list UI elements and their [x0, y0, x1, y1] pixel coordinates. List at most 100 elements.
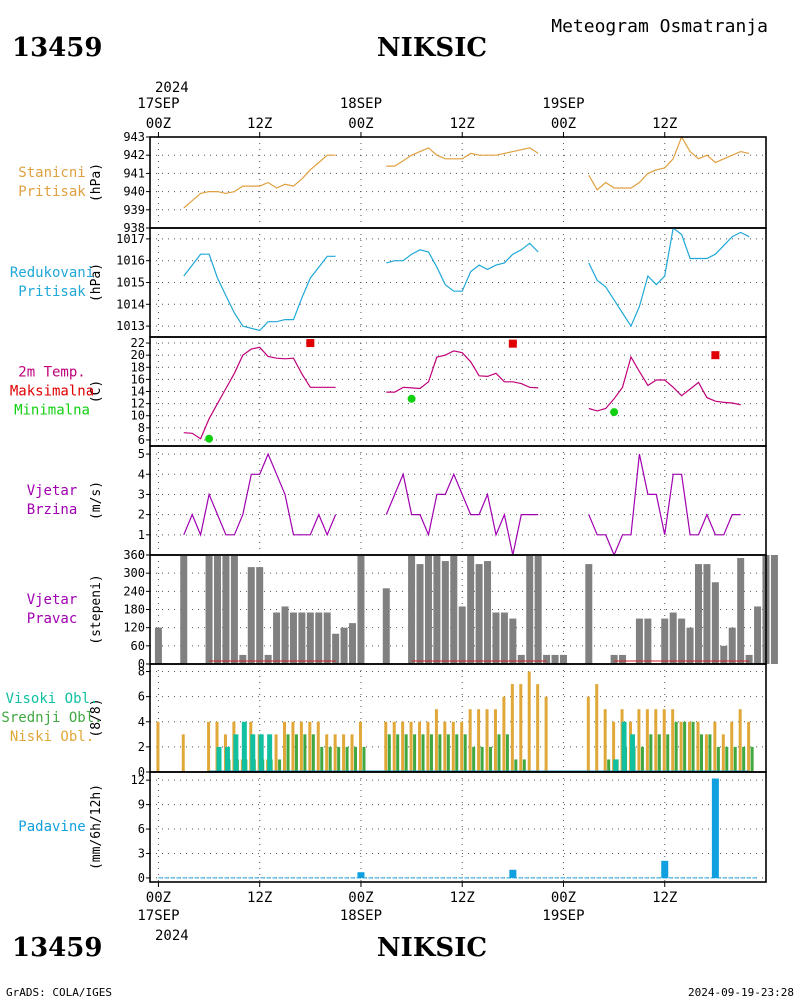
panel-frame: [149, 771, 767, 883]
panel-label: 2m Temp.: [18, 365, 85, 381]
panel-wind-direction: 0 60 120 180 240 300 360 (stepeni) Vjetar Pravac: [27, 548, 778, 671]
low-cloud-bar: [434, 709, 438, 772]
unit-label: (C): [89, 380, 104, 403]
wind-dir-bar: [441, 561, 449, 664]
low-cloud-bar: [603, 709, 607, 772]
wind-dir-bar: [264, 654, 272, 664]
panel-label: Maksimalna: [10, 384, 94, 400]
panel-label: Vjetar: [27, 483, 78, 499]
y-tick-label: 0: [138, 765, 145, 779]
mid-cloud-bar: [328, 746, 332, 772]
mid-cloud-bar: [725, 746, 729, 772]
wind-dir-bar: [458, 606, 466, 664]
station-id-top: 13459: [12, 33, 102, 63]
mid-cloud-bar: [514, 759, 518, 772]
mid-cloud-bar: [640, 746, 644, 772]
wind-dir-bar: [306, 612, 314, 664]
tmax-marker: [508, 339, 517, 348]
y-tick-label: 22: [131, 336, 145, 350]
y-tick-label: 8: [138, 421, 145, 435]
high-cloud-bar: [216, 746, 222, 772]
mid-cloud-bar: [413, 734, 417, 772]
series-line: [183, 253, 336, 332]
credits: GrADS: COLA/IGES: [6, 986, 112, 999]
low-cloud-bar: [468, 709, 472, 772]
wind-dir-bar: [737, 558, 745, 664]
mid-cloud-bar: [446, 734, 450, 772]
mid-cloud-bar: [455, 734, 459, 772]
low-cloud-bar: [283, 721, 287, 772]
low-cloud-bar: [401, 721, 405, 772]
unit-label: (m/s): [89, 481, 104, 520]
mid-cloud-bar: [742, 746, 746, 772]
tmax-marker: [306, 339, 315, 348]
y-tick-label: 9: [138, 798, 145, 812]
low-cloud-bar: [527, 671, 531, 772]
wind-dir-bar: [357, 555, 365, 664]
low-cloud-bar: [274, 734, 278, 772]
panel-label: Niski Obl.: [10, 729, 94, 745]
wind-dir-bar: [635, 618, 643, 664]
wind-dir-bar: [754, 606, 762, 664]
unit-label: (hPa): [89, 163, 104, 202]
low-cloud-bar: [662, 709, 666, 772]
low-cloud-bar: [333, 734, 337, 772]
wind-dir-bar: [450, 555, 458, 664]
mid-cloud-bar: [607, 759, 611, 772]
station-id-bottom: 13459: [12, 933, 102, 963]
y-tick-label: 360: [123, 548, 145, 562]
mid-cloud-bar: [362, 746, 366, 772]
top-tick-label-4: 00Z: [551, 116, 576, 132]
panel-label: Pravac: [27, 611, 78, 627]
mid-cloud-bar: [683, 721, 687, 772]
wind-dir-bar: [484, 561, 492, 664]
series-line: [183, 154, 336, 209]
low-cloud-bar: [418, 721, 422, 772]
bottom-date-label-4: 19SEP: [542, 908, 584, 924]
y-tick-label: 8: [138, 665, 145, 679]
bottom-date-label-2: 18SEP: [340, 908, 382, 924]
panel-label: Vjetar: [27, 592, 78, 608]
wind-dir-bar: [289, 612, 297, 664]
wind-dir-bar: [500, 612, 508, 664]
panel-label: Padavine: [18, 819, 85, 835]
series-line: [386, 147, 539, 167]
wind-dir-bar: [492, 612, 500, 664]
y-tick-label: 20: [131, 348, 145, 362]
low-cloud-bar: [451, 721, 455, 772]
mid-cloud-bar: [497, 734, 501, 772]
high-cloud-bar: [241, 721, 247, 772]
wind-dir-bar: [230, 555, 238, 664]
y-tick-label: 16: [131, 372, 145, 386]
high-cloud-bar: [250, 734, 256, 772]
wind-dir-bar: [610, 654, 618, 664]
mid-cloud-bar: [649, 734, 653, 772]
low-cloud-bar: [679, 721, 683, 772]
panel-label: Pritisak: [18, 184, 86, 200]
unit-label: (hPa): [89, 263, 104, 302]
low-cloud-bar: [325, 734, 329, 772]
top-date-label-4: 19SEP: [542, 96, 584, 112]
mid-cloud-bar: [716, 746, 720, 772]
low-cloud-bar: [443, 721, 447, 772]
wind-dir-bar: [467, 555, 475, 664]
y-tick-label: 942: [123, 148, 145, 162]
wind-dir-bar: [619, 654, 627, 664]
wind-dir-bar: [323, 612, 331, 664]
mid-cloud-bar: [463, 734, 467, 772]
mid-cloud-bar: [438, 734, 442, 772]
wind-dir-bar: [559, 654, 567, 664]
mid-cloud-bar: [429, 734, 433, 772]
wind-dir-bar: [534, 555, 542, 664]
mid-cloud-bar: [691, 721, 695, 772]
low-cloud-bar: [316, 721, 320, 772]
mid-cloud-bar: [337, 746, 341, 772]
bottom-tick-label-0: 00Z: [146, 890, 171, 906]
panel-label: Redukovani: [10, 265, 94, 281]
mid-cloud-bar: [311, 734, 315, 772]
mid-cloud-bar: [666, 734, 670, 772]
mid-cloud-bar: [421, 734, 425, 772]
